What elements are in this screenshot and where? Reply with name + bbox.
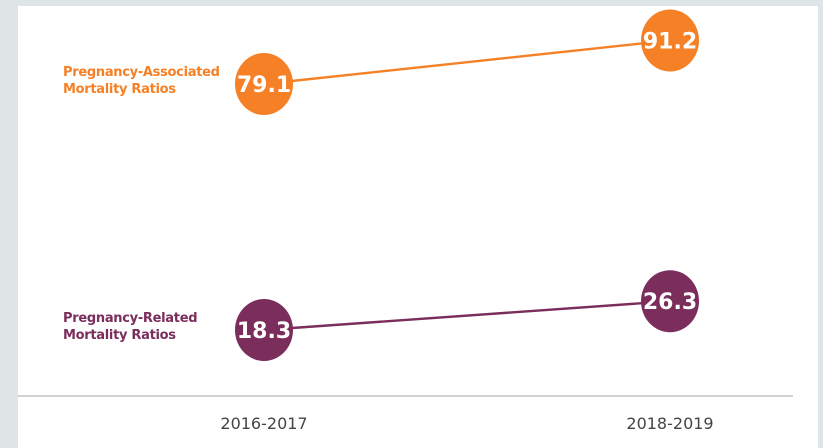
series-name-0-line-1: Mortality Ratios — [63, 82, 176, 97]
series-line-1 — [263, 300, 671, 332]
data-label-0-1: 91.2 — [643, 29, 697, 54]
data-label-1-1: 26.3 — [643, 290, 697, 315]
series-line-0 — [263, 39, 671, 86]
series-name-0-line-0: Pregnancy-Associated — [63, 65, 220, 80]
data-label-0-0: 79.1 — [237, 73, 291, 98]
series-name-1-line-1: Mortality Ratios — [63, 328, 176, 343]
chart: 79.1 91.2 Pregnancy-Associated Mortality Ra… — [18, 9, 793, 433]
data-point-0-0 — [235, 53, 293, 115]
data-point-0-1 — [641, 9, 699, 72]
x-tick-label-1: 2018-2019 — [626, 414, 713, 433]
data-point-1-1 — [641, 270, 699, 333]
chart-panel: 79.1 91.2 Pregnancy-Associated Mortality Ra… — [18, 6, 818, 448]
data-label-1-0: 18.3 — [237, 319, 291, 344]
x-tick-label-0: 2016-2017 — [220, 414, 307, 433]
data-point-1-0 — [235, 299, 293, 361]
series-name-1-line-0: Pregnancy-Related — [63, 311, 197, 326]
